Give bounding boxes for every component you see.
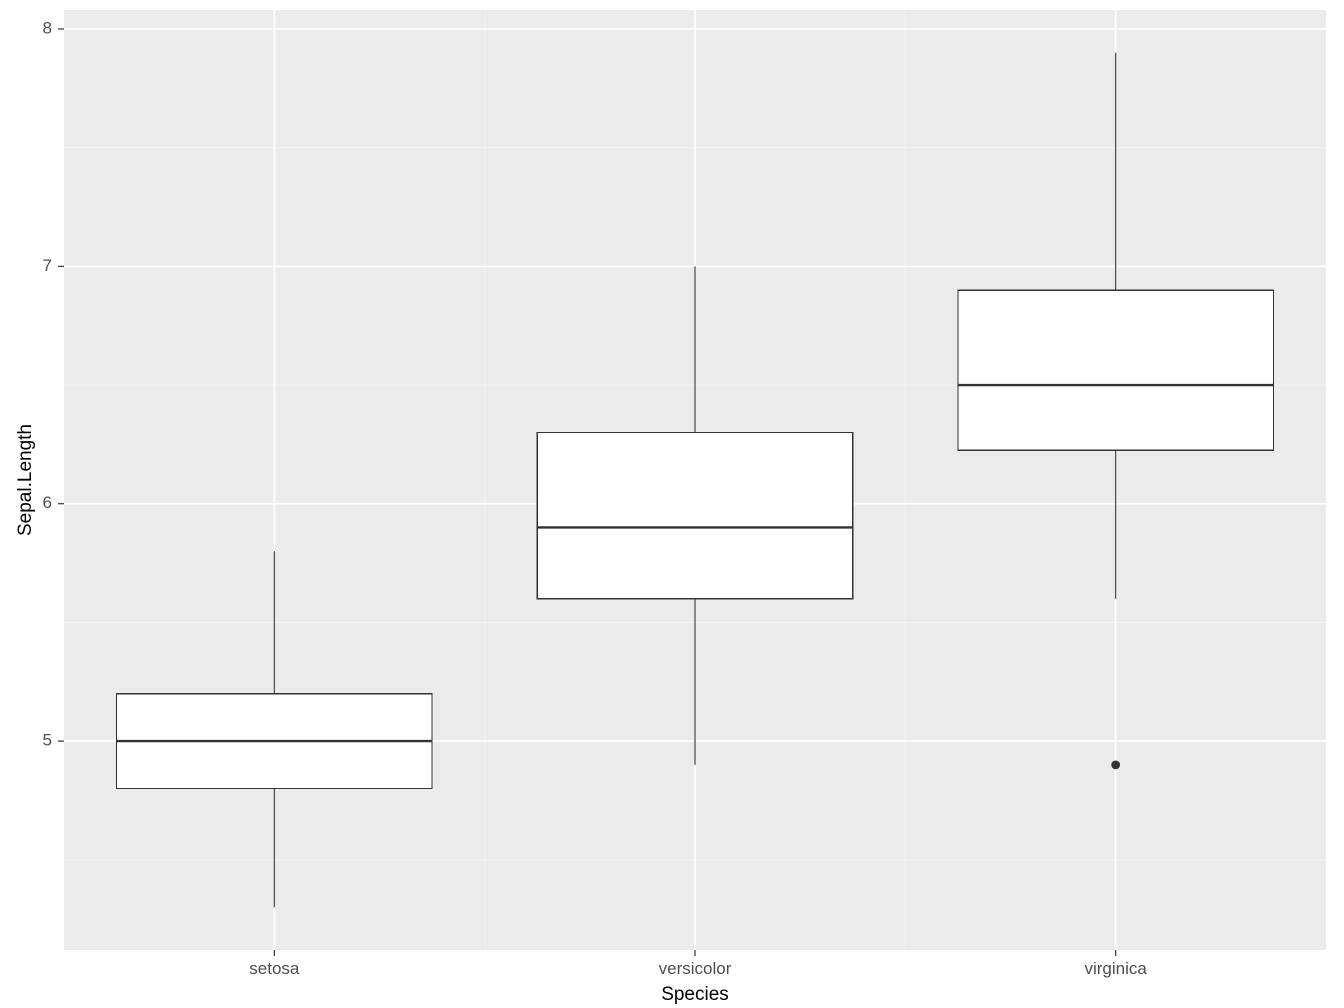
chart-svg: 5 6 7 8 setosa versicolor virginica Sepal.Lengt… xyxy=(0,0,1344,1008)
x-tick-label: setosa xyxy=(249,959,300,978)
y-axis-title: Sepal.Length xyxy=(15,424,36,536)
boxplot-chart: 5 6 7 8 setosa versicolor virginica Sepal.Lengt… xyxy=(0,0,1344,1008)
y-tick-label: 8 xyxy=(43,18,52,37)
outlier-point xyxy=(1111,760,1120,769)
y-tick-label: 6 xyxy=(43,493,52,512)
box xyxy=(958,290,1274,450)
x-tick-label: versicolor xyxy=(659,959,732,978)
box xyxy=(537,433,853,599)
x-axis-title: Species xyxy=(661,984,729,1005)
y-tick-label: 5 xyxy=(43,731,52,750)
x-tick-label: virginica xyxy=(1084,959,1147,978)
y-tick-label: 7 xyxy=(43,256,52,275)
